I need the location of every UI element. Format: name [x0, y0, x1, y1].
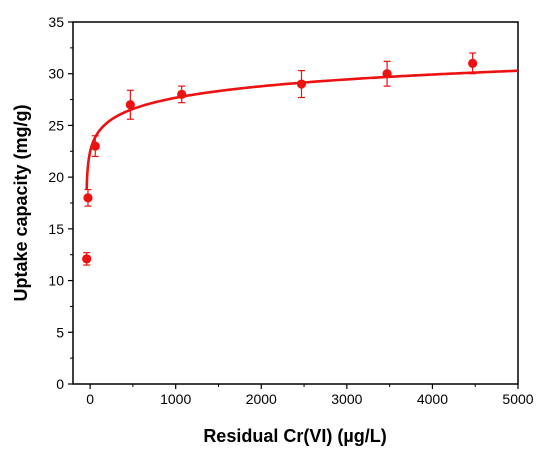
data-point-1 [83, 193, 93, 203]
y-tick-label-10: 10 [48, 273, 64, 289]
y-axis-title: Uptake capacity (mg/g) [11, 104, 31, 301]
data-point-6 [382, 69, 392, 79]
x-tick-label-2000: 2000 [246, 391, 277, 407]
x-tick-label-0: 0 [86, 391, 94, 407]
x-tick-label-3000: 3000 [331, 391, 362, 407]
y-tick-label-20: 20 [48, 169, 64, 185]
x-tick-label-4000: 4000 [417, 391, 448, 407]
data-point-3 [125, 100, 135, 110]
data-point-0 [82, 254, 92, 264]
data-point-2 [90, 141, 100, 151]
y-tick-label-5: 5 [56, 324, 64, 340]
y-tick-label-0: 0 [56, 376, 64, 392]
data-point-7 [468, 58, 478, 68]
y-tick-label-30: 30 [48, 66, 64, 82]
data-point-4 [177, 89, 187, 99]
y-tick-label-35: 35 [48, 14, 64, 30]
x-tick-label-1000: 1000 [160, 391, 191, 407]
y-tick-label-15: 15 [48, 221, 64, 237]
x-tick-label-5000: 5000 [502, 391, 533, 407]
data-points-layer [82, 52, 478, 266]
data-point-5 [296, 79, 307, 89]
axis-ticks: 0 1000 2000 3000 4000 5000 0 5 10 15 20 25 30 35 [48, 14, 533, 407]
plot-frame [72, 21, 519, 385]
y-tick-label-25: 25 [48, 117, 64, 133]
x-axis-title: Residual Cr(VI) (µg/L) [203, 426, 386, 446]
